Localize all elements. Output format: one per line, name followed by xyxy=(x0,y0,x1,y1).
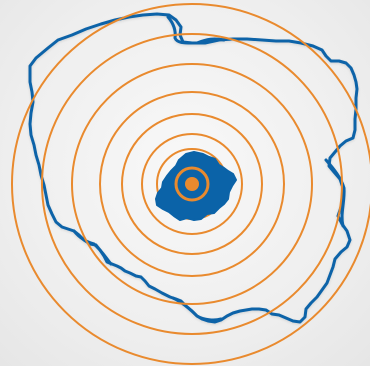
distance-ring-3 xyxy=(141,133,243,235)
center-marker-icon xyxy=(185,177,199,191)
northern-bay-detail xyxy=(195,37,226,45)
inner-ring-over-region xyxy=(174,166,210,202)
southern-border-detail xyxy=(171,296,223,322)
distance-ring-8 xyxy=(11,3,370,365)
coastal-inlet-detail xyxy=(166,15,194,45)
distance-ring-7 xyxy=(41,33,343,335)
eastern-border-detail xyxy=(324,158,346,228)
central-region xyxy=(155,151,237,221)
distance-ring-5 xyxy=(99,91,285,277)
distance-ring-4 xyxy=(121,113,263,255)
southwest-border-detail xyxy=(72,229,113,266)
distance-ring-6 xyxy=(71,63,313,305)
distance-rings xyxy=(11,3,370,365)
